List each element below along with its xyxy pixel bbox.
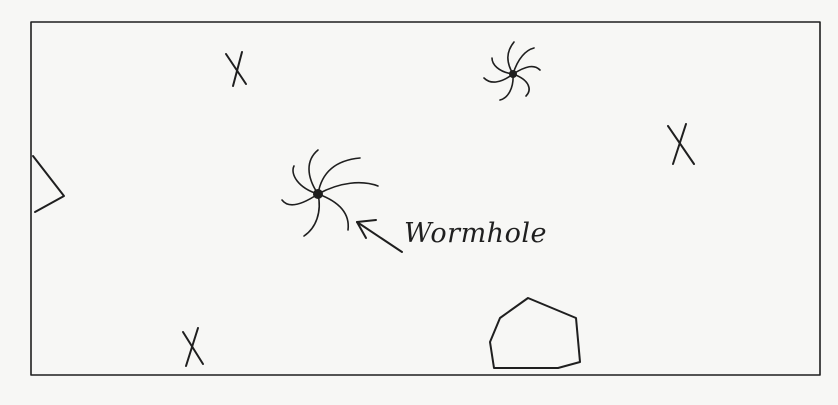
x-marker-icon (667, 123, 695, 165)
playfield-border (30, 21, 821, 376)
wormhole-label: Wormhole (404, 218, 547, 249)
x-marker-icon (182, 327, 204, 367)
player-ship-icon (32, 155, 65, 213)
asteroid-icon (489, 297, 581, 369)
wormhole-icon (281, 149, 379, 237)
x-marker-icon (225, 51, 247, 87)
wormhole-icon (483, 41, 541, 101)
arrow-icon (356, 219, 403, 253)
